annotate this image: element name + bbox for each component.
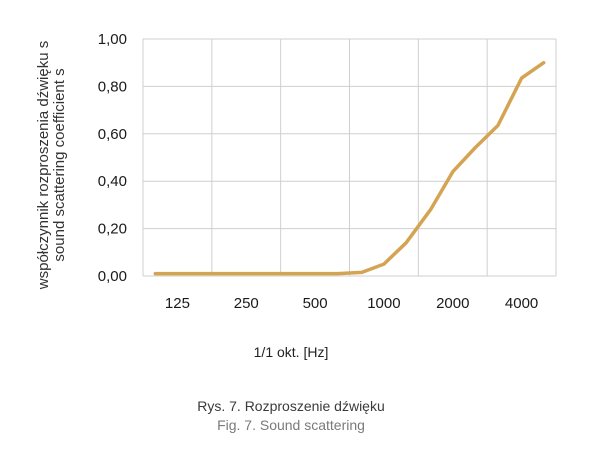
y-tick-label: 0,60	[98, 126, 127, 143]
y-axis-label-en: sound scattering coefficient s	[51, 68, 68, 261]
x-tick-label: 4000	[505, 295, 538, 312]
caption-polish: Rys. 7. Rozproszenie dźwięku	[197, 398, 385, 414]
y-tick-label: 0,20	[98, 221, 127, 238]
x-tick-label: 125	[165, 295, 190, 312]
x-tick-label: 500	[303, 295, 328, 312]
series-line-scattering	[153, 60, 546, 276]
y-tick-labels: 0,00 0,20 0,40 0,60 0,80 1,00	[98, 31, 127, 285]
chart-grid	[142, 38, 557, 277]
caption-english: Fig. 7. Sound scattering	[217, 417, 365, 433]
y-axis-label-pl: współczynnik rozproszenia dźwięku s	[35, 41, 52, 290]
x-tick-labels: 125 250 500 1000 2000 4000	[165, 295, 538, 312]
x-tick-label: 250	[234, 295, 259, 312]
series-group	[153, 60, 546, 276]
x-axis-label: 1/1 okt. [Hz]	[254, 344, 329, 360]
y-tick-label: 0,40	[98, 173, 127, 190]
x-tick-label: 1000	[367, 295, 400, 312]
x-tick-label: 2000	[436, 295, 469, 312]
y-tick-label: 0,00	[98, 268, 127, 285]
y-tick-label: 0,80	[98, 78, 127, 95]
y-tick-label: 1,00	[98, 31, 127, 48]
